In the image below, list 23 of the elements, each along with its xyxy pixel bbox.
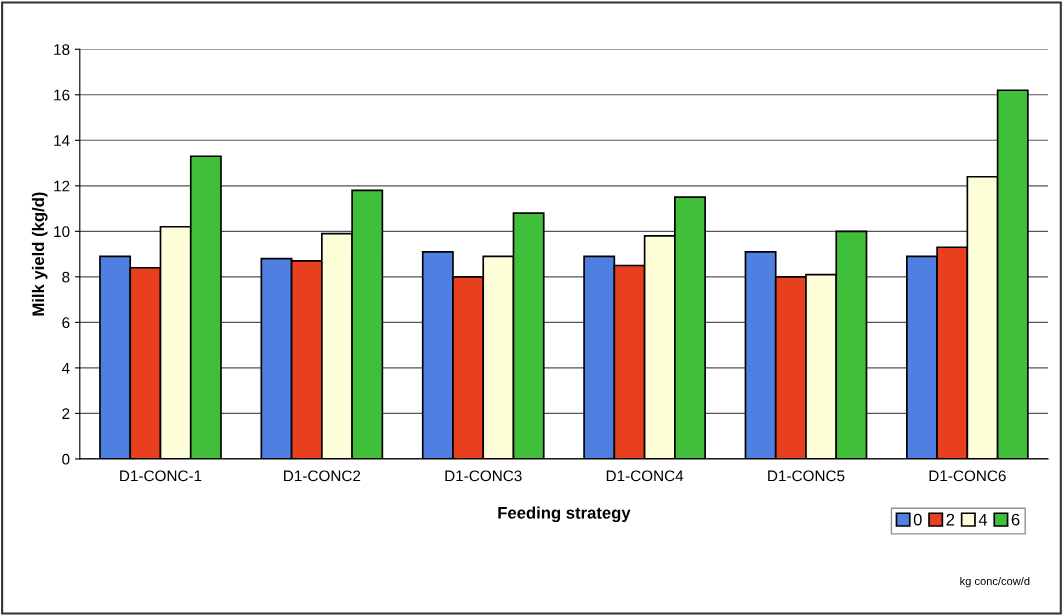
x-tick-label: D1-CONC5 [768, 470, 845, 482]
y-tick-label: 14 [54, 135, 70, 146]
x-tick-label: D1-CONC3 [445, 470, 522, 482]
legend-label: 4 [978, 513, 988, 526]
y-tick-label: 8 [62, 271, 70, 283]
y-tick-label: 4 [61, 362, 70, 374]
legend-label: 2 [946, 513, 955, 526]
y-tick-label: 10 [54, 226, 70, 238]
x-tick-label: D1-CONC6 [929, 470, 1006, 482]
y-tick-label: 2 [62, 408, 70, 419]
legend-title: kg conc/cow/d [960, 576, 1030, 588]
y-tick-label: 6 [62, 317, 70, 329]
legend-label: 0 [913, 513, 922, 526]
y-tick-label: 18 [54, 44, 70, 55]
legend-label: 6 [1011, 513, 1020, 526]
y-tick-label: 16 [54, 89, 70, 101]
x-tick-label: D1-CONC2 [284, 470, 361, 482]
x-tick-label: D1-CONC-1 [120, 470, 202, 482]
y-tick-label: 0 [62, 453, 70, 465]
y-tick-label: 12 [54, 180, 70, 192]
y-axis-title: Milk yield (kg/d) [31, 192, 48, 316]
x-axis-title: Feeding strategy [498, 506, 631, 523]
x-tick-label: D1-CONC4 [606, 470, 684, 482]
